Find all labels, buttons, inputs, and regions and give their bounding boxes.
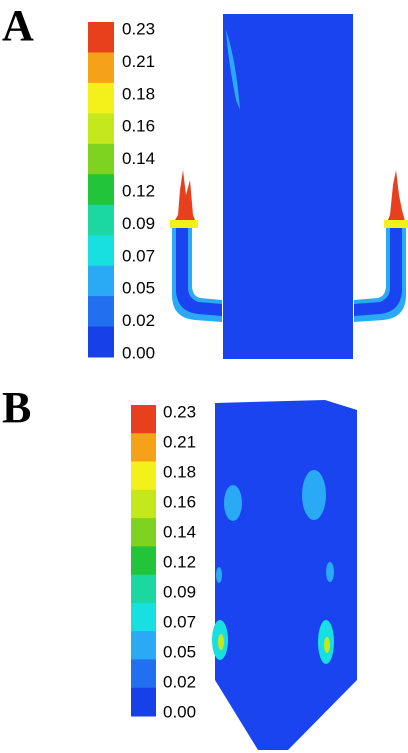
colorbar-tick-label: 0.00 — [122, 343, 155, 362]
colorbar-band — [88, 235, 114, 267]
colorbar-band — [131, 602, 156, 632]
colorbar-band — [131, 631, 156, 660]
colorbar-tick-label: 0.09 — [122, 214, 155, 233]
colorbar-tick-label: 0.09 — [163, 582, 196, 601]
colorbar-band — [88, 52, 114, 84]
colorbar-tick-label: 0.00 — [163, 702, 196, 721]
colorbar-band — [88, 22, 114, 53]
colorbar-tick-label: 0.12 — [122, 181, 155, 200]
colorbar-tick-label: 0.18 — [163, 462, 196, 481]
colorbar-tick-label: 0.05 — [122, 279, 155, 298]
colorbar-band — [131, 433, 156, 463]
colorbar-band — [131, 405, 156, 434]
colorbar-band — [131, 546, 156, 576]
colorbar-tick-label: 0.12 — [163, 552, 196, 571]
colorbar-band — [88, 143, 114, 175]
colorbar-band — [88, 82, 114, 114]
colorbar-tick-label: 0.02 — [163, 672, 196, 691]
colorbar-tick-label: 0.21 — [122, 52, 155, 71]
panel-label: B — [2, 383, 31, 432]
colorbar-band — [131, 574, 156, 604]
panel-label: A — [2, 1, 34, 50]
colorbar-tick-label: 0.02 — [122, 311, 155, 330]
colorbar-band — [131, 461, 156, 491]
colorbar-tick-label: 0.14 — [163, 522, 196, 541]
colorbar-tick-label: 0.21 — [163, 432, 196, 451]
colorbar-band — [88, 265, 114, 297]
colorbar-tick-label: 0.05 — [163, 642, 196, 661]
contour-b — [212, 400, 357, 750]
colorbar-tick-label: 0.23 — [163, 402, 196, 421]
contour-a — [170, 14, 408, 359]
colorbar-tick-label: 0.16 — [122, 117, 155, 136]
colorbar-band — [88, 204, 114, 236]
colorbar-band — [131, 518, 156, 547]
colorbar-band — [131, 659, 156, 689]
colorbar-tick-label: 0.23 — [122, 19, 155, 38]
colorbar-band — [88, 326, 114, 358]
colorbar-tick-label: 0.18 — [122, 84, 155, 103]
colorbar-tick-label: 0.07 — [122, 246, 155, 265]
colorbar-band — [131, 687, 156, 717]
colorbar-tick-label: 0.07 — [163, 612, 196, 631]
colorbar-tick-label: 0.14 — [122, 149, 155, 168]
colorbar-band — [88, 296, 114, 328]
colorbar-band — [131, 489, 156, 519]
colorbar-tick-label: 0.16 — [163, 492, 196, 511]
colorbar-band — [88, 174, 114, 206]
colorbar-band — [88, 113, 114, 145]
